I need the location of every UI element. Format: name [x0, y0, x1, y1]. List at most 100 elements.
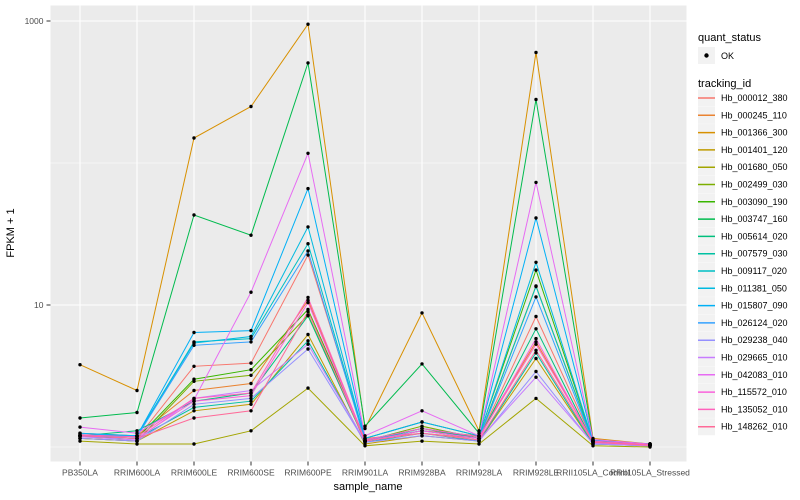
legend-item-label: Hb_000245_110	[721, 110, 787, 120]
data-point	[306, 151, 310, 155]
legend-quant-status-ok-label: OK	[721, 51, 734, 61]
data-point	[534, 180, 538, 185]
data-point	[192, 213, 196, 217]
data-point	[363, 434, 367, 438]
legend-item-label: Hb_029238_040	[721, 335, 788, 345]
legend-item-label: Hb_135052_010	[721, 404, 788, 414]
point-icon	[704, 53, 709, 58]
data-point	[78, 363, 82, 367]
data-point	[534, 375, 538, 379]
data-point	[192, 377, 196, 381]
data-point	[534, 351, 538, 355]
x-tick-label: PB350LA	[62, 468, 98, 478]
data-point	[249, 233, 253, 237]
data-point	[420, 439, 424, 443]
data-point	[249, 373, 253, 377]
legend-item-label: Hb_001401_120	[721, 145, 788, 155]
data-point	[534, 336, 538, 341]
data-point	[534, 284, 538, 289]
data-point	[78, 434, 82, 438]
data-point	[78, 439, 82, 443]
data-point	[420, 431, 424, 435]
data-point	[420, 409, 424, 413]
data-point	[192, 409, 196, 413]
data-point	[135, 442, 139, 446]
data-point	[249, 429, 253, 433]
data-point	[249, 334, 253, 339]
data-point	[192, 396, 196, 401]
x-tick-label: RRIM928LE	[513, 468, 560, 478]
data-point	[306, 332, 310, 337]
data-point	[420, 434, 424, 438]
data-point	[477, 442, 481, 446]
data-point	[192, 364, 196, 368]
data-point	[249, 388, 253, 393]
x-tick-label: RRIM928BA	[398, 468, 446, 478]
data-point	[534, 342, 538, 346]
data-point	[306, 314, 310, 318]
data-point	[477, 431, 481, 435]
x-tick-label: RRIM600LE	[171, 468, 218, 478]
x-tick-label: RRIM901LA	[342, 468, 389, 478]
x-tick-label: RRIM600LA	[114, 468, 161, 478]
y-tick-label: 10	[34, 300, 44, 310]
data-point	[192, 405, 196, 410]
data-point	[534, 356, 538, 361]
y-tick-label: 1000	[25, 16, 44, 26]
data-point	[306, 300, 310, 305]
data-point	[534, 260, 538, 264]
data-point	[78, 416, 82, 420]
legend-item-label: Hb_001680_050	[721, 162, 788, 172]
x-tick-label: RRIM600SE	[227, 468, 275, 478]
legend-item-label: Hb_002499_030	[721, 180, 788, 190]
legend-item-label: Hb_001366_300	[721, 128, 788, 138]
data-point	[534, 369, 538, 374]
data-point	[192, 402, 196, 406]
data-point	[249, 340, 253, 344]
data-point	[135, 436, 139, 441]
data-point	[192, 136, 196, 140]
data-point	[306, 347, 310, 351]
legend-tracking-id-title: tracking_id	[698, 78, 751, 90]
data-point	[306, 242, 310, 246]
legend-item-label: Hb_005614_020	[721, 231, 788, 241]
data-point	[534, 314, 538, 319]
data-point	[249, 328, 253, 333]
data-point	[591, 440, 595, 444]
x-tick-label: RRIM600PE	[284, 468, 332, 478]
legend-item-label: Hb_042083_010	[721, 370, 788, 380]
data-point	[192, 442, 196, 446]
data-point	[477, 429, 481, 433]
series-lines	[78, 22, 652, 449]
data-point	[249, 409, 253, 413]
legend-item-label: Hb_015807_090	[721, 301, 788, 311]
data-point	[534, 268, 538, 272]
x-axis-title: sample_name	[333, 481, 402, 493]
legend-item-label: Hb_007579_030	[721, 249, 788, 259]
legend-keys: Hb_000012_380 Hb_000245_110 Hb_001366_300 H…	[698, 47, 788, 436]
data-point	[306, 22, 310, 26]
legend-item-label: Hb_003090_190	[721, 197, 788, 207]
data-point	[420, 362, 424, 366]
legend-item-label: Hb_011381_050	[721, 283, 787, 293]
data-point	[534, 396, 538, 401]
x-tick-label: RRIM928LA	[456, 468, 503, 478]
data-point	[306, 186, 310, 191]
data-point	[135, 429, 139, 433]
data-point	[249, 361, 253, 365]
data-point	[306, 386, 310, 390]
data-point	[249, 393, 253, 398]
data-point	[306, 339, 310, 343]
data-point	[306, 342, 310, 346]
data-point	[192, 343, 196, 347]
data-point	[192, 399, 196, 403]
x-tick-label: RRII105LA_Control	[556, 468, 630, 478]
data-point	[192, 388, 196, 393]
data-point	[306, 253, 310, 257]
y-axis-title: FPKM + 1	[5, 208, 17, 257]
data-point	[249, 290, 253, 294]
data-point	[192, 416, 196, 420]
data-point	[249, 381, 253, 386]
